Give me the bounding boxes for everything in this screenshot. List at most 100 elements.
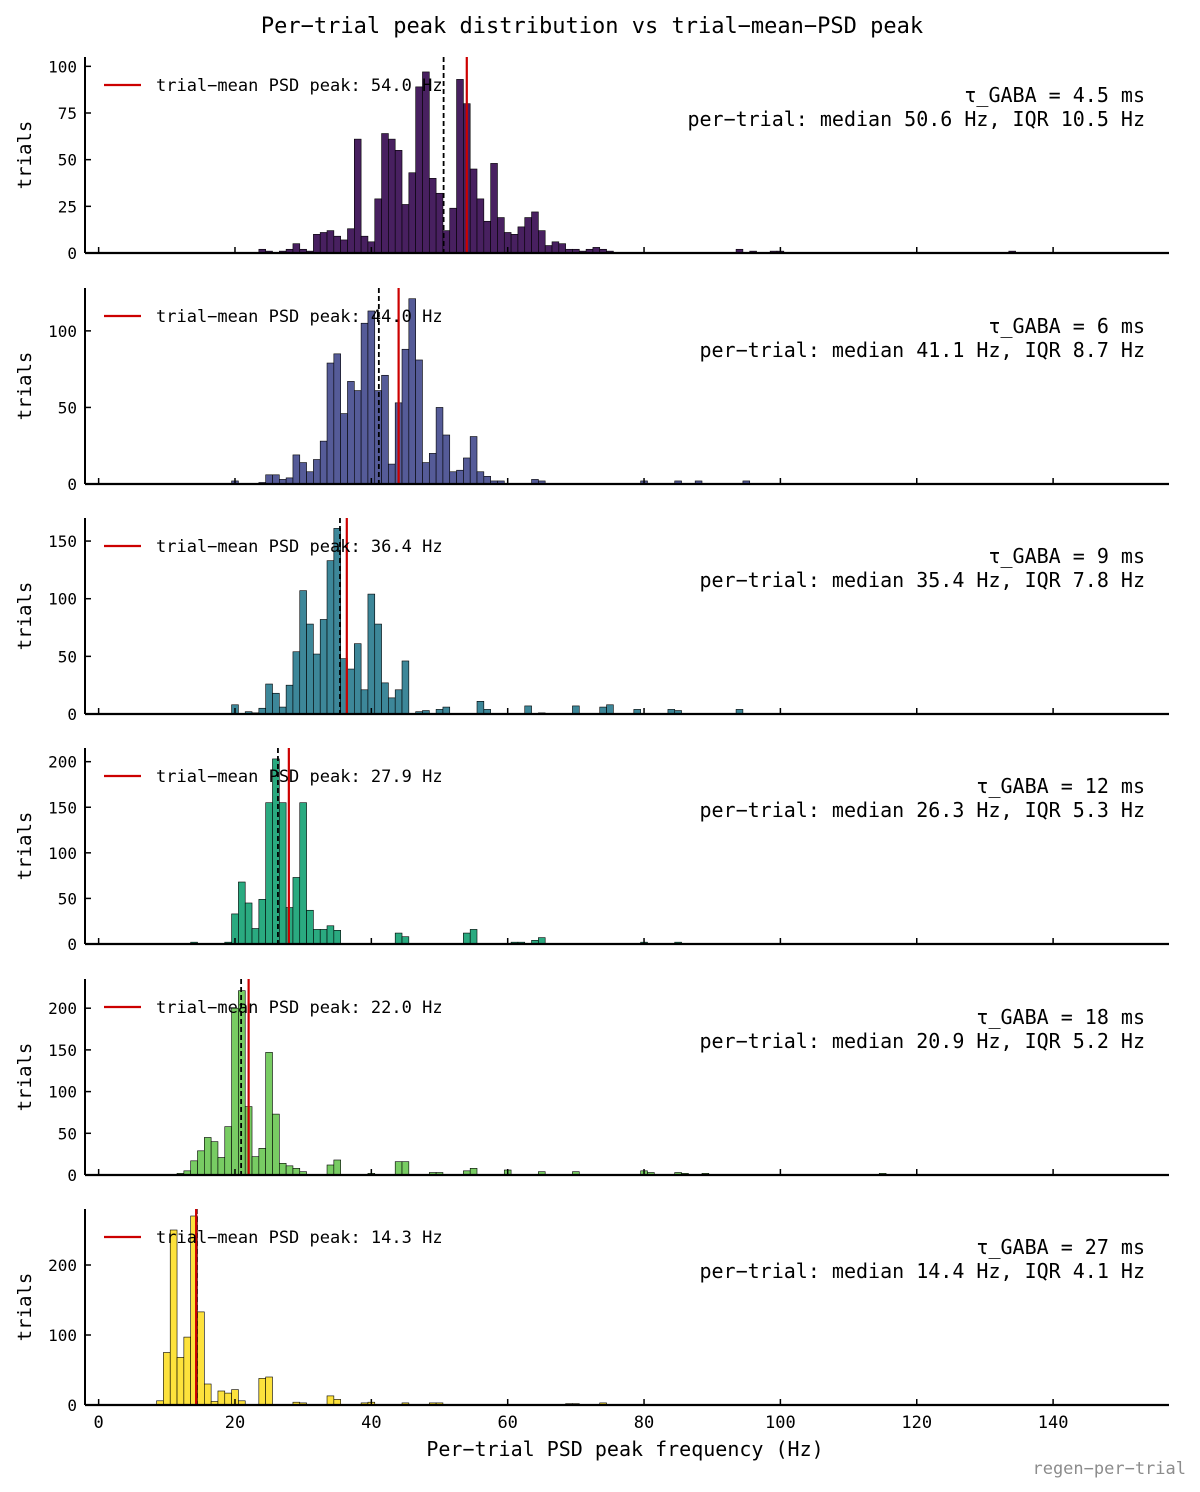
bar: [183, 1336, 191, 1406]
bar: [449, 471, 457, 485]
y-tick-label: 100: [48, 57, 77, 76]
bar: [524, 705, 532, 715]
bar: [497, 217, 505, 254]
bar: [394, 1161, 403, 1176]
legend-label: trial−mean PSD peak: 14.3 Hz: [156, 1228, 443, 1248]
y-tick-label: 100: [48, 1083, 77, 1102]
bar: [285, 684, 294, 715]
bar: [278, 802, 287, 945]
bar: [197, 1150, 205, 1176]
bar: [326, 1395, 335, 1406]
bar: [394, 932, 403, 945]
bar: [408, 172, 416, 254]
bar: [285, 1165, 294, 1176]
bar: [428, 453, 437, 485]
y-axis-label: trials: [14, 1273, 36, 1342]
y-tick-label: 150: [48, 798, 77, 817]
bar: [204, 1137, 212, 1176]
y-tick-label: 100: [48, 1326, 77, 1345]
bar: [531, 211, 539, 254]
panel-label: τ_GABA = 27 ms: [976, 1235, 1145, 1259]
bar: [326, 230, 335, 254]
bar: [258, 1378, 266, 1406]
bar: [469, 436, 478, 485]
bar: [381, 133, 389, 254]
bar: [319, 619, 328, 715]
bar: [190, 1160, 198, 1176]
bar: [313, 459, 321, 485]
y-tick-label: 0: [67, 1396, 77, 1415]
bar: [306, 471, 314, 485]
bar: [551, 241, 560, 254]
bar: [347, 381, 355, 485]
bar: [374, 623, 382, 715]
bar: [326, 560, 335, 715]
y-tick-label: 100: [48, 590, 77, 609]
bar: [449, 207, 457, 254]
bar: [353, 138, 362, 254]
bar: [394, 689, 403, 715]
bar: [265, 1052, 273, 1176]
bar: [210, 1141, 219, 1176]
panel-label: τ_GABA = 9 ms: [988, 544, 1145, 568]
bar: [435, 407, 444, 485]
x-tick-label: 60: [497, 1413, 517, 1433]
bar: [476, 471, 485, 485]
bar: [517, 226, 526, 254]
bar: [367, 310, 376, 485]
bar: [319, 232, 328, 254]
bar: [428, 178, 437, 254]
y-tick-label: 0: [67, 935, 77, 954]
bar: [224, 1392, 232, 1406]
bar: [360, 322, 369, 485]
bar: [415, 359, 423, 485]
bar: [435, 192, 444, 254]
y-tick-label: 0: [67, 475, 77, 494]
stats-label: per−trial: median 26.3 Hz, IQR 5.3 Hz: [699, 798, 1145, 822]
histogram-panel-3: 0 50 100 150 trials trial−mean PSD peak: 36.4…: [14, 518, 1169, 724]
x-axis-label: Per−trial PSD peak frequency (Hz): [426, 1437, 823, 1461]
bar: [217, 1157, 226, 1176]
x-tick-label: 100: [765, 1413, 796, 1433]
bar: [388, 697, 396, 715]
bar: [217, 1390, 226, 1406]
bar: [272, 474, 280, 485]
bar: [313, 234, 321, 254]
watermark: regen−per−trial: [1032, 1459, 1186, 1479]
bar: [169, 1229, 178, 1406]
bar: [476, 701, 485, 715]
bar: [353, 643, 362, 715]
bar: [299, 802, 307, 945]
x-tick-label: 80: [634, 1413, 654, 1433]
y-tick-label: 200: [48, 1256, 77, 1275]
y-tick-label: 150: [48, 532, 77, 551]
bar: [442, 434, 451, 485]
y-tick-label: 200: [48, 999, 77, 1018]
bar: [483, 476, 491, 485]
bar: [292, 243, 301, 254]
legend-label: trial−mean PSD peak: 36.4 Hz: [156, 537, 443, 557]
stats-label: per−trial: median 20.9 Hz, IQR 5.2 Hz: [699, 1029, 1145, 1053]
bar: [388, 138, 396, 254]
stats-label: per−trial: median 35.4 Hz, IQR 7.8 Hz: [699, 568, 1145, 592]
panel-label: τ_GABA = 12 ms: [976, 774, 1145, 798]
y-tick-label: 100: [48, 844, 77, 863]
bar: [278, 1163, 287, 1176]
bar: [463, 932, 471, 945]
bar: [326, 925, 335, 945]
y-tick-label: 150: [48, 1041, 77, 1060]
bar: [319, 929, 328, 945]
bar: [367, 593, 376, 715]
bar: [265, 683, 273, 715]
histogram-panel-6: 0 100 200 trials trial−mean PSD peak: 14.3 H…: [14, 1209, 1169, 1433]
bar: [244, 902, 253, 945]
y-tick-label: 50: [58, 647, 77, 666]
x-tick-label: 40: [361, 1413, 381, 1433]
bar: [558, 243, 566, 254]
bar: [292, 454, 301, 485]
bar: [374, 198, 382, 254]
bar: [265, 474, 273, 485]
bar: [265, 802, 273, 945]
